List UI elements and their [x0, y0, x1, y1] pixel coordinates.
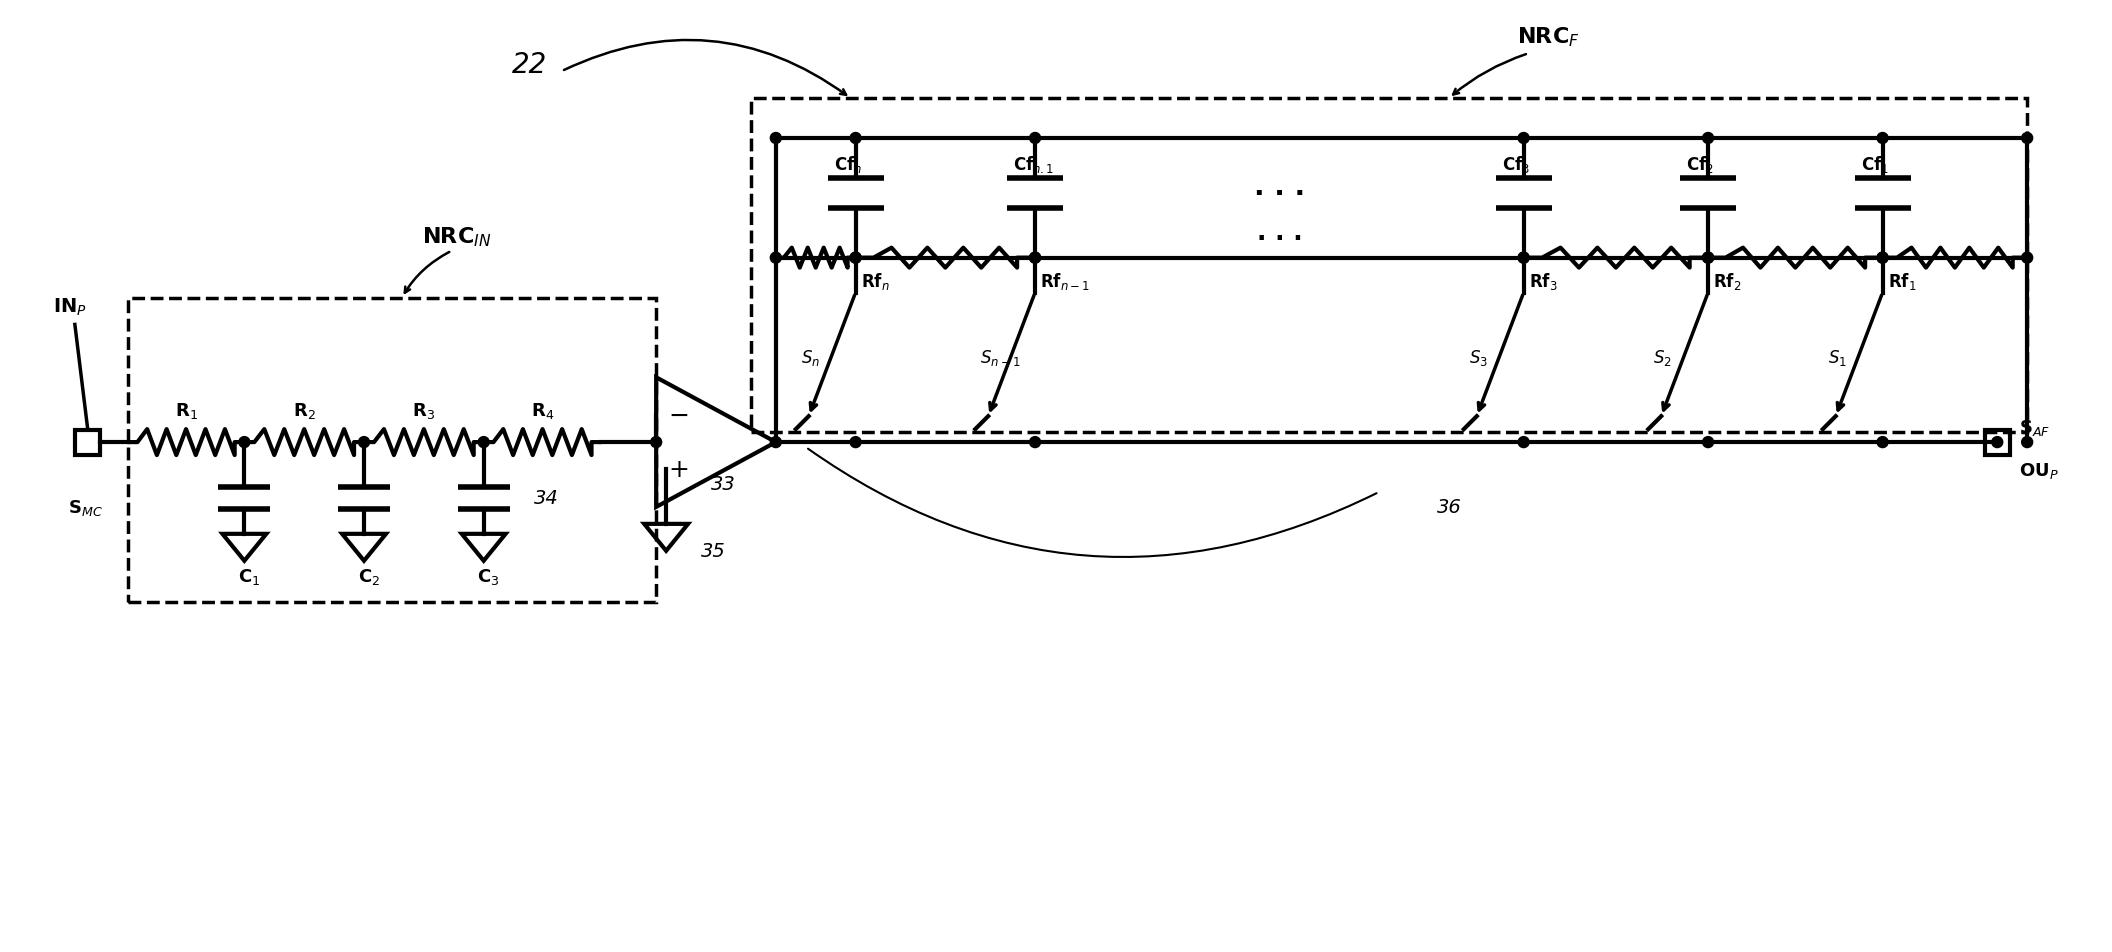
Text: · · ·: · · ·	[1257, 227, 1303, 250]
Circle shape	[1029, 253, 1041, 264]
Text: R$_2$: R$_2$	[294, 401, 315, 421]
Circle shape	[359, 437, 370, 448]
Text: NRC$_{IN}$: NRC$_{IN}$	[422, 225, 492, 248]
Circle shape	[851, 253, 862, 264]
Text: Rf$_2$: Rf$_2$	[1713, 270, 1742, 291]
Circle shape	[1702, 253, 1713, 264]
Text: Cf$_2$: Cf$_2$	[1685, 153, 1715, 175]
Text: 33: 33	[712, 475, 735, 494]
Text: Rf$_n$: Rf$_n$	[860, 270, 889, 291]
Circle shape	[851, 133, 862, 145]
Text: S$_n$: S$_n$	[800, 348, 819, 368]
Text: R$_1$: R$_1$	[175, 401, 199, 421]
Circle shape	[2021, 253, 2032, 264]
Circle shape	[1519, 253, 1529, 264]
Text: IN$_P$: IN$_P$	[53, 297, 87, 318]
Text: S$_3$: S$_3$	[1468, 348, 1489, 368]
Circle shape	[1878, 253, 1888, 264]
Text: NRC$_F$: NRC$_F$	[1516, 26, 1580, 50]
Text: Cf$_1$: Cf$_1$	[1861, 153, 1888, 175]
Circle shape	[2021, 133, 2032, 145]
Text: Cf$_{n.1}$: Cf$_{n.1}$	[1014, 153, 1054, 175]
Text: R$_4$: R$_4$	[530, 401, 553, 421]
Bar	[1985, 430, 2011, 455]
Text: Cf$_n$: Cf$_n$	[834, 153, 862, 175]
Text: OU$_P$: OU$_P$	[2019, 461, 2059, 481]
Text: Rf$_3$: Rf$_3$	[1529, 270, 1557, 291]
Text: 36: 36	[1436, 497, 1462, 516]
Text: Rf$_{n-1}$: Rf$_{n-1}$	[1039, 270, 1090, 291]
Text: S$_{AF}$: S$_{AF}$	[2019, 418, 2051, 438]
Text: C$_3$: C$_3$	[477, 566, 501, 586]
Circle shape	[1519, 133, 1529, 145]
Circle shape	[239, 437, 249, 448]
Circle shape	[1519, 437, 1529, 448]
Text: −: −	[667, 404, 689, 427]
Text: +: +	[667, 458, 689, 482]
Text: R$_3$: R$_3$	[412, 401, 435, 421]
Text: 22: 22	[511, 51, 547, 79]
Circle shape	[2021, 437, 2032, 448]
Text: C$_1$: C$_1$	[239, 566, 260, 586]
Text: S$_{n-1}$: S$_{n-1}$	[980, 348, 1020, 368]
Circle shape	[1878, 253, 1888, 264]
Circle shape	[650, 437, 661, 448]
Circle shape	[477, 437, 490, 448]
Circle shape	[1702, 133, 1713, 145]
Text: S$_2$: S$_2$	[1654, 348, 1673, 368]
Bar	[76, 430, 99, 455]
Circle shape	[851, 437, 862, 448]
Text: C$_2$: C$_2$	[357, 566, 380, 586]
Text: 34: 34	[534, 489, 558, 508]
Circle shape	[1702, 253, 1713, 264]
Circle shape	[771, 437, 781, 448]
Text: Cf$_3$: Cf$_3$	[1502, 153, 1529, 175]
Circle shape	[1519, 253, 1529, 264]
Circle shape	[1702, 437, 1713, 448]
Circle shape	[1029, 437, 1041, 448]
Circle shape	[851, 253, 862, 264]
Text: 35: 35	[701, 542, 727, 560]
Circle shape	[771, 133, 781, 145]
Circle shape	[1029, 253, 1041, 264]
Circle shape	[1029, 133, 1041, 145]
Circle shape	[1992, 437, 2002, 448]
Text: S$_1$: S$_1$	[1827, 348, 1846, 368]
Text: · · ·: · · ·	[1255, 180, 1305, 208]
Text: Rf$_1$: Rf$_1$	[1888, 270, 1916, 291]
Text: S$_{MC}$: S$_{MC}$	[68, 497, 103, 517]
Circle shape	[1878, 133, 1888, 145]
Circle shape	[1878, 437, 1888, 448]
Circle shape	[771, 253, 781, 264]
